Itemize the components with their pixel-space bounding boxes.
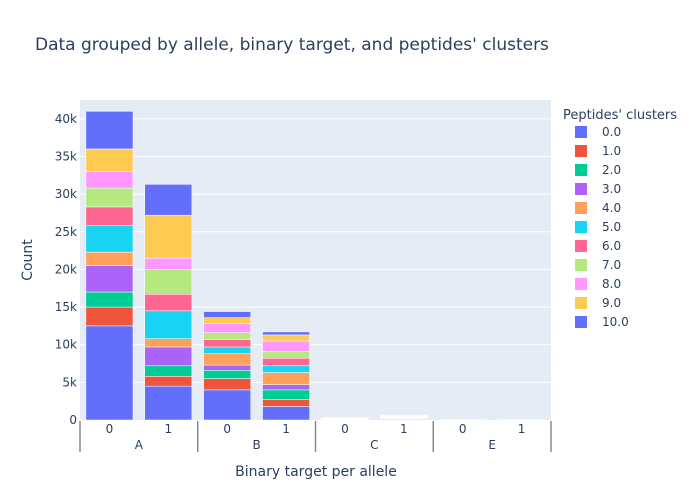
bar-segment-6-0 <box>144 294 193 312</box>
y-tick-label: 20k <box>55 262 77 276</box>
legend-label: 6.0 <box>602 239 621 253</box>
bar-segment-7-0 <box>262 351 310 359</box>
bar-segment-3-0 <box>203 364 251 371</box>
legend-label: 5.0 <box>602 220 621 234</box>
y-tick-label: 30k <box>55 187 77 201</box>
bar-segment-2-0 <box>85 291 134 308</box>
y-tick-label: 40k <box>55 112 77 126</box>
bar-segment-9-0 <box>85 148 134 172</box>
x-tick-label: 0 <box>341 422 349 436</box>
bar-segment-8-0 <box>203 323 251 333</box>
y-tick-label: 10k <box>55 338 77 352</box>
x-group-label: A <box>135 438 144 452</box>
bar-segment-10-0 <box>144 184 193 216</box>
bar-segment-7-0 <box>144 269 193 295</box>
x-tick-label: 1 <box>518 422 526 436</box>
x-group-label: C <box>370 438 378 452</box>
bar-segment-4-0 <box>262 372 310 385</box>
legend: Peptides' clusters 0.0 1.0 2.0 3.0 4.0 5.0 6.0… <box>563 108 677 329</box>
bar-segment-2-0 <box>262 389 310 400</box>
x-group-label: B <box>253 438 261 452</box>
bar-segment-8-0 <box>144 257 193 270</box>
bar-segment-10-0 <box>203 311 251 318</box>
bar-segment-0-0 <box>203 389 251 421</box>
legend-label: 8.0 <box>602 277 621 291</box>
legend-swatch <box>575 240 587 252</box>
y-tick-label: 5k <box>62 375 77 389</box>
bar-segment-7-0 <box>203 332 251 340</box>
legend-swatch <box>575 259 587 271</box>
y-tick-label: 35k <box>55 149 77 163</box>
bar-segment-0-0 <box>262 406 310 421</box>
bar-segment-0-0 <box>85 325 134 421</box>
x-group-label: E <box>488 438 496 452</box>
x-axis-ticks: 0 1 0 1 0 1 0 1 A B C E <box>79 421 552 452</box>
legend-label: 0.0 <box>602 125 621 139</box>
bar-segment-1-0 <box>85 306 134 327</box>
bar-segment-5-0 <box>203 346 251 354</box>
bar-segment-2-0 <box>203 370 251 379</box>
bar-segment-9-0 <box>262 334 310 342</box>
legend-label: 7.0 <box>602 258 621 272</box>
bar-segment-4-0 <box>203 353 251 366</box>
bar-segment-10-0 <box>85 111 134 150</box>
bar-segment-6-0 <box>85 206 134 226</box>
legend-swatch <box>575 164 587 176</box>
bar-segment-6-0 <box>262 358 310 367</box>
x-tick-label: 0 <box>223 422 231 436</box>
y-tick-label: 15k <box>55 300 77 314</box>
legend-swatch <box>575 221 587 233</box>
legend-label: 1.0 <box>602 144 621 158</box>
bar-segment-4-0 <box>144 338 193 348</box>
legend-swatch <box>575 145 587 157</box>
legend-label: 4.0 <box>602 201 621 215</box>
bar-segment-5-0 <box>144 310 193 339</box>
bar-segment-6-0 <box>203 339 251 348</box>
legend-label: 2.0 <box>602 163 621 177</box>
bar-segment-8-0 <box>85 171 134 189</box>
bar-segment-2-0 <box>144 365 193 377</box>
x-tick-label: 1 <box>164 422 172 436</box>
legend-title: Peptides' clusters <box>563 108 677 123</box>
legend-swatch <box>575 297 587 309</box>
bar-segment-9-0 <box>203 317 251 324</box>
y-tick-label: 25k <box>55 225 77 239</box>
legend-label: 9.0 <box>602 296 621 310</box>
x-tick-label: 0 <box>459 422 467 436</box>
bar-segment-4-0 <box>85 251 134 266</box>
x-tick-label: 0 <box>106 422 114 436</box>
x-axis-title: Binary target per allele <box>235 464 397 480</box>
bar-segment-9-0 <box>144 214 193 259</box>
bar-segment-1-0 <box>262 399 310 407</box>
bar-segment-3-0 <box>262 384 310 391</box>
x-tick-label: 1 <box>400 422 408 436</box>
bar-segment-1-0 <box>144 376 193 387</box>
bar-segment-1-0 <box>203 378 251 391</box>
x-tick-label: 1 <box>282 422 290 436</box>
y-axis-title: Count <box>20 239 36 281</box>
chart-title: Data grouped by allele, binary target, a… <box>35 35 549 55</box>
bar-segment-7-0 <box>85 187 134 208</box>
legend-swatch <box>575 316 587 328</box>
bar-segment-5-0 <box>85 225 134 253</box>
bar-segment-0-0 <box>144 385 193 421</box>
legend-swatch <box>575 202 587 214</box>
y-tick-label: 0 <box>69 413 77 427</box>
bar-segment-5-0 <box>262 365 310 373</box>
bar-segment-10-0 <box>262 331 310 336</box>
legend-label: 3.0 <box>602 182 621 196</box>
legend-swatch <box>575 278 587 290</box>
y-axis-ticks: 0 5k 10k 15k 20k 25k 30k 35k 40k <box>55 112 77 427</box>
legend-label: 10.0 <box>602 315 629 329</box>
legend-swatch <box>575 183 587 195</box>
bar-segment-3-0 <box>144 346 193 367</box>
bar-segment-3-0 <box>85 265 134 293</box>
bar-stacks <box>85 111 546 421</box>
legend-swatch <box>575 126 587 138</box>
bar-segment-8-0 <box>262 340 310 352</box>
